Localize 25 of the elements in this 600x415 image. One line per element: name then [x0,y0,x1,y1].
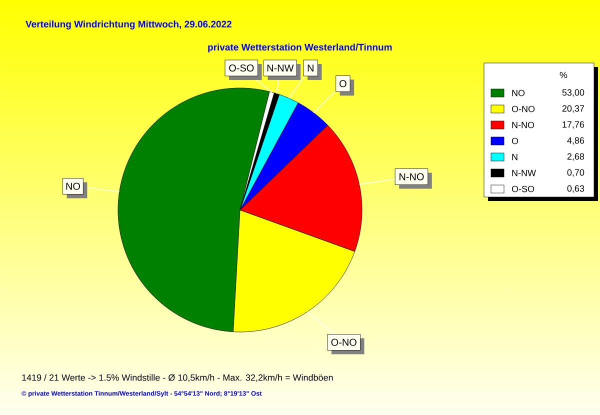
legend-label: O-NO [512,106,535,112]
slice-label: NO [66,182,80,190]
legend-label: N [512,154,518,160]
data-label: 0,63 [567,185,584,193]
slice-label: N [308,64,314,72]
legend-label: NO [512,90,525,96]
legend-label: O [512,138,518,144]
slice-label: N-NO [400,173,424,180]
legend-label: O-SO [512,186,534,192]
data-label: 17,76 [562,121,584,129]
text: 1419 / 21 Werte -> 1.5% Windstille - Ø 10,5km/h - Max. 32,2km/h = Windböen [22,374,333,382]
data-label: 4,86 [567,137,584,145]
data-label: 20,37 [562,105,584,113]
data-label: 53,00 [562,89,584,97]
legend-label: N-NO [512,122,534,128]
slice-label: O [340,80,346,88]
legend-label: N-NW [512,170,536,176]
legend-title: % [560,72,568,78]
data-label: 0,70 [567,169,584,177]
slice-label: O-NO [331,338,356,346]
data-label: 2,68 [567,153,584,161]
chart-title: Verteilung Windrichtung Mittwoch, 29.06.2022 [26,20,232,30]
slice-label: O-SO [229,64,254,72]
chart-subtitle: private Wetterstation Westerland/Tinnum [208,44,392,52]
slice-label: N-NW [267,64,294,72]
